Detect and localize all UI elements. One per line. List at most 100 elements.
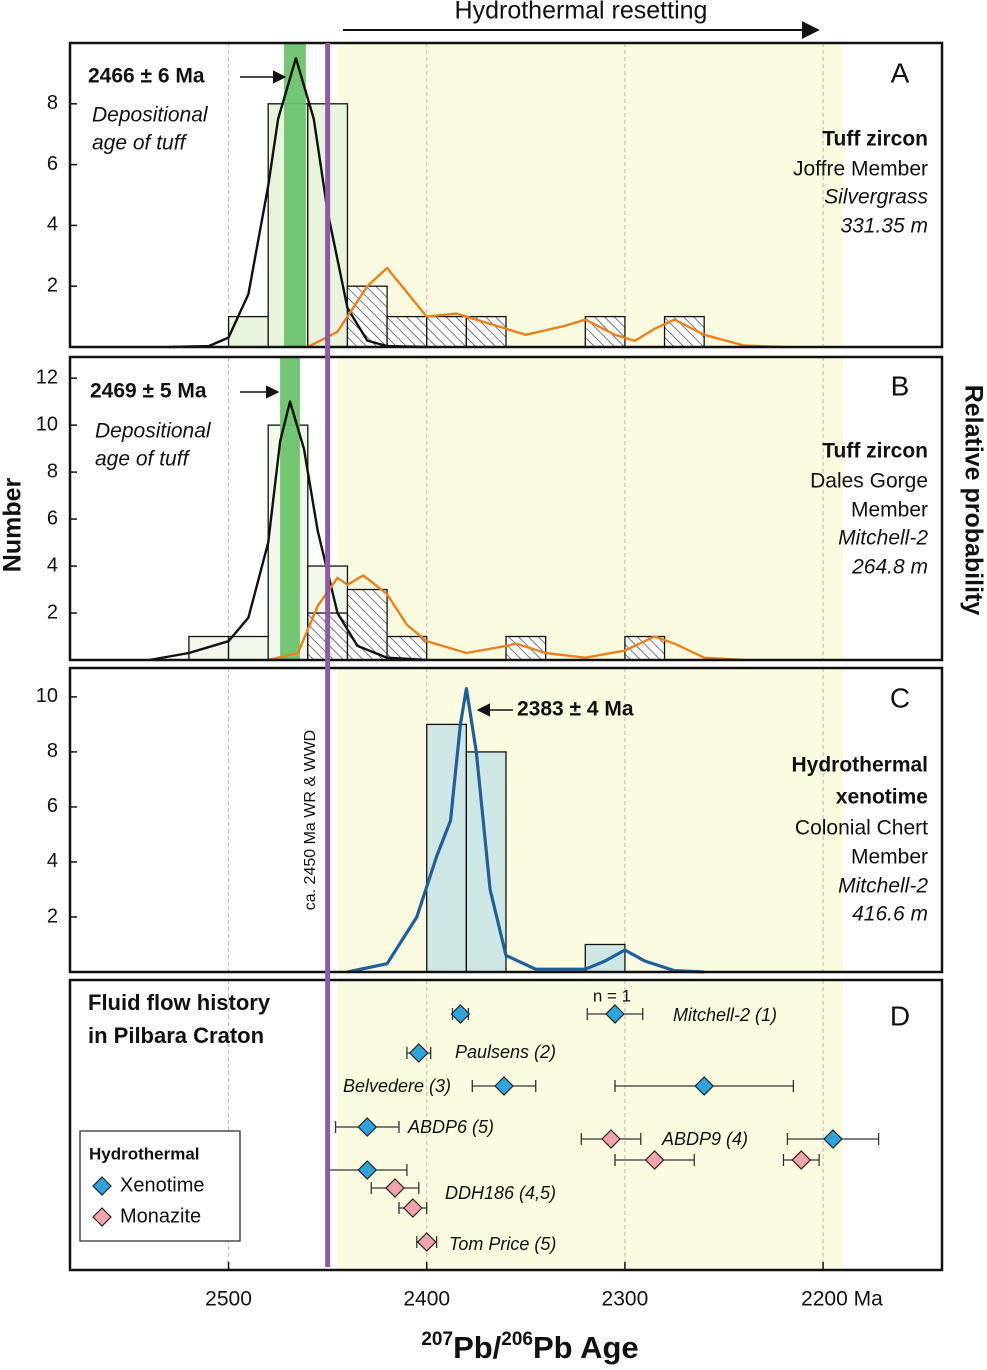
legend-label: Xenotime [120, 1174, 205, 1196]
age-band [280, 357, 300, 660]
panel-info: 264.8 m [851, 556, 928, 579]
x-tick-label: 2300 [602, 1288, 649, 1311]
y-tick-label: 2 [47, 905, 58, 927]
histogram-bar [465, 315, 507, 348]
legend-marker [92, 1207, 112, 1227]
y-tick-label: 6 [47, 507, 58, 529]
histogram-bar [386, 315, 428, 348]
sample-label: ABDP9 (4) [661, 1129, 748, 1149]
panel-info: 331.35 m [840, 215, 928, 238]
histogram-bar [426, 723, 468, 973]
probability-curve [149, 400, 427, 662]
sample-label: Tom Price (5) [449, 1234, 556, 1254]
note: age of tuff [95, 448, 191, 471]
note: n = 1 [593, 986, 631, 1005]
y-tick-label: 2 [47, 274, 58, 296]
note: age of tuff [92, 132, 188, 155]
probability-curve [347, 687, 705, 974]
legend-marker [92, 1176, 112, 1196]
age-band [284, 43, 306, 347]
x-tick-label: 2500 [205, 1288, 252, 1311]
y-tick-label: 2 [47, 601, 58, 623]
reference-label: ca. 2450 Ma WR & WWD [302, 730, 319, 910]
x-label-sup: 207 [421, 1329, 453, 1350]
panel-info: Dales Gorge [810, 470, 928, 493]
point [605, 1004, 625, 1024]
panel-info: Member [851, 499, 928, 522]
point [494, 1076, 514, 1096]
panel-title: in Pilbara Craton [88, 1023, 264, 1048]
point [791, 1150, 812, 1170]
point [403, 1198, 423, 1218]
histogram-bar [426, 315, 468, 348]
panel-letter: D [890, 1000, 910, 1031]
backgrounds [228, 43, 843, 1270]
panel-info: Tuff zircon [822, 440, 928, 463]
y2-axis-label: Relative probability [959, 385, 987, 616]
y-tick-label: 4 [47, 850, 58, 872]
hydrothermal-shading [337, 43, 843, 347]
hydrothermal-shading [337, 668, 843, 972]
panel-info: Hydrothermal [791, 754, 928, 777]
point [408, 1043, 429, 1063]
histogram-bar [505, 635, 547, 661]
point [385, 1178, 405, 1198]
x-tick-label: 2400 [403, 1288, 450, 1311]
y-tick-label: 10 [36, 413, 58, 435]
panel-frame [68, 355, 944, 662]
probability-curve [307, 266, 784, 349]
panel-info: Mitchell-2 [838, 527, 928, 550]
y-tick-label: 6 [47, 795, 58, 817]
age-annotation: 2383 ± 4 Ma [517, 698, 634, 721]
panel-letter: A [891, 57, 910, 88]
x-axis-label: 207Pb/206Pb Age [421, 1329, 638, 1365]
legend-label: Monazite [120, 1205, 201, 1227]
panel-info: Silvergrass [824, 186, 928, 209]
age-annotation: 2469 ± 5 Ma [90, 380, 207, 403]
point [694, 1076, 715, 1096]
sample-label: Belvedere (3) [343, 1076, 451, 1096]
sample-label: ABDP6 (5) [407, 1117, 494, 1137]
histogram-bar [227, 635, 269, 661]
point [357, 1160, 378, 1180]
hydrothermal-shading [337, 980, 843, 1270]
point [416, 1232, 437, 1252]
x-label-sup: 206 [501, 1329, 533, 1350]
hydrothermal-shading [337, 357, 843, 660]
x-tick-label: 2200 Ma [801, 1288, 883, 1311]
panel-letter: C [890, 682, 910, 713]
panel-frame [68, 41, 944, 349]
y-tick-label: 4 [47, 214, 58, 236]
point [357, 1117, 378, 1137]
sample-label: DDH186 (4,5) [445, 1183, 556, 1203]
point [601, 1129, 621, 1149]
panel-info: Member [851, 846, 928, 869]
panel-info: Tuff zircon [822, 128, 928, 151]
panel-title: Fluid flow history [88, 990, 271, 1015]
y-tick-label: 8 [47, 92, 58, 114]
y-tick-label: 6 [47, 153, 58, 175]
y-tick-label: 4 [47, 554, 58, 576]
point [644, 1150, 665, 1170]
sample-label: Paulsens (2) [455, 1042, 556, 1062]
histogram-bar [346, 588, 388, 661]
y-tick-label: 10 [36, 685, 58, 707]
histogram-bar [227, 315, 269, 348]
note: Depositional [92, 104, 209, 127]
panel-letter: B [891, 370, 910, 401]
content: A 2 4 6 8 2466 ± 6 Ma Depositional age of tuff T… [36, 41, 944, 1311]
panel-info: Joffre Member [793, 158, 928, 181]
panel-info: Mitchell-2 [838, 875, 928, 898]
age-annotation: 2466 ± 6 Ma [88, 65, 205, 88]
x-label-part: Pb Age [533, 1330, 639, 1365]
histogram-bar [584, 315, 626, 348]
x-label-part: Pb/ [453, 1330, 502, 1365]
panel-info: Colonial Chert [795, 817, 928, 840]
probability-curve [267, 574, 744, 662]
panel-frame [68, 978, 944, 1272]
note: Depositional [95, 420, 212, 443]
probability-curve [169, 57, 427, 349]
sample-label: Mitchell-2 (1) [673, 1005, 777, 1025]
